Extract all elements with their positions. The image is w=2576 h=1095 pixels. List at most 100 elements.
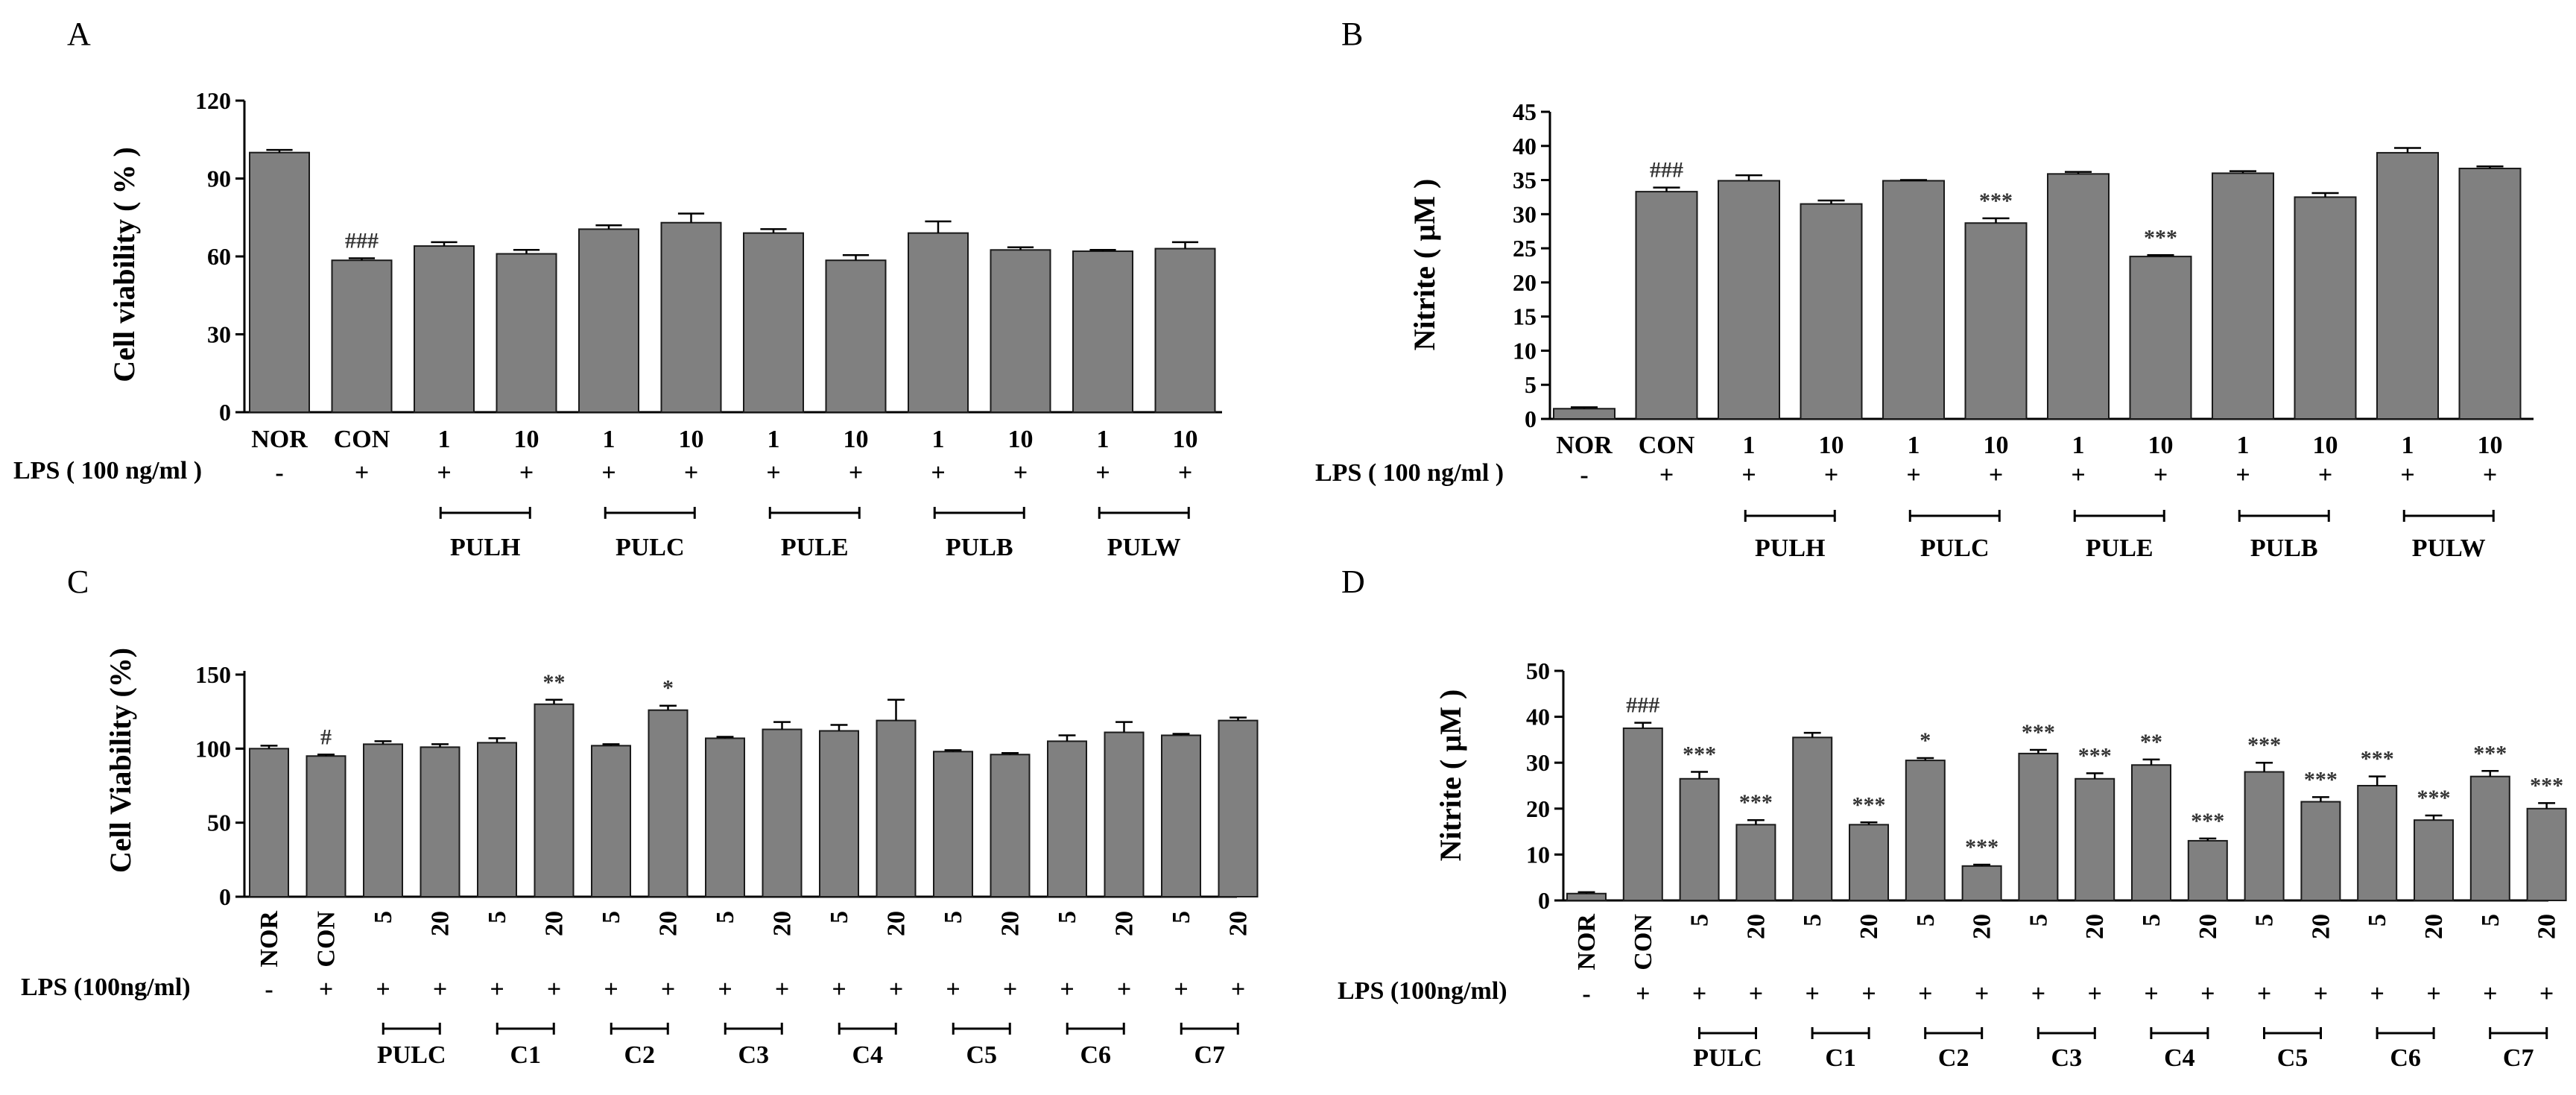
lps-sign: + [1060, 976, 1074, 1003]
panel-a-letter: A [67, 16, 91, 52]
significance-label: *** [2078, 743, 2112, 768]
bar [2294, 196, 2357, 420]
x-category-label: 5 [940, 911, 967, 924]
x-category-label: 20 [1225, 911, 1253, 936]
group-label: PULC [377, 1041, 446, 1069]
x-category-label: NOR [1556, 432, 1613, 459]
significance-label: ### [1650, 158, 1683, 183]
y-tick-label: 25 [1513, 235, 1537, 262]
x-category-label: 20 [2081, 914, 2109, 939]
significance-label: *** [1852, 792, 1886, 817]
bar [1622, 728, 1663, 901]
significance-label: *** [2144, 225, 2177, 250]
bar [2129, 256, 2192, 420]
lps-sign: + [1806, 980, 1820, 1008]
x-category-label: 20 [1111, 911, 1139, 936]
x-category-label: 5 [1686, 914, 1714, 927]
x-category-label: 10 [1819, 432, 1844, 459]
lps-sign: + [1003, 976, 1017, 1003]
lps-sign: + [490, 976, 504, 1003]
lps-sign: + [2483, 461, 2497, 489]
lps-sign: + [519, 459, 534, 487]
x-category-label: 20 [1855, 914, 1883, 939]
bar [825, 259, 887, 413]
y-tick-label: 50 [1526, 657, 1550, 684]
significance-label: *** [1965, 835, 1999, 859]
group-label: C2 [624, 1041, 655, 1069]
panel-d-groups: PULC C1 C2 C3 C4 C5 C6 C7 [1693, 1027, 2548, 1072]
significance-label: ### [1626, 693, 1659, 718]
significance-label: # [320, 725, 332, 749]
lps-sign: + [1975, 980, 1989, 1008]
panel-b-lps-label: LPS ( 100 ng/ml ) [1315, 459, 1504, 487]
bar [1566, 892, 1607, 902]
y-tick-label: 30 [207, 321, 231, 348]
group-label: C7 [2503, 1044, 2534, 1072]
x-category-label: 10 [844, 426, 869, 453]
significance-label: *** [2022, 720, 2055, 745]
lps-sign: + [1178, 459, 1192, 487]
lps-sign: + [1231, 976, 1245, 1003]
y-tick-label: 0 [219, 883, 231, 910]
bar [1800, 203, 1863, 420]
lps-sign: + [376, 976, 390, 1003]
y-tick-label: 10 [1526, 841, 1550, 868]
bar [2376, 151, 2439, 420]
x-category-label: 5 [598, 911, 625, 924]
panel-d-y-axis-label: Nitrite ( µM ) [1434, 689, 1467, 862]
group-label: PULC [1920, 534, 1990, 562]
bar [933, 751, 973, 897]
panel-a-bars: ### [249, 148, 1216, 414]
group-label: C5 [966, 1041, 997, 1069]
bar [1047, 740, 1087, 898]
bar [2526, 807, 2567, 902]
x-category-label: 1 [438, 426, 451, 453]
lps-sign: + [684, 459, 698, 487]
lps-sign: + [319, 976, 333, 1003]
bar [743, 232, 804, 413]
bar [1161, 734, 1201, 897]
y-tick-label: 0 [1525, 406, 1537, 432]
panel-b-x-labels: NOR CON 1 10 1 10 1 10 1 10 1 10 [1556, 432, 2502, 459]
lps-sign: + [1918, 980, 1932, 1008]
y-tick-label: 45 [1513, 98, 1537, 125]
lps-sign: + [2088, 980, 2102, 1008]
panel-a-y-ticks: 0 30 60 90 120 [195, 87, 244, 426]
panel-b-groups: PULH PULC PULE PULB PULW [1744, 510, 2495, 562]
bar [990, 754, 1031, 898]
x-category-label: NOR [256, 911, 283, 968]
panel-d-y-ticks: 0 10 20 30 40 50 [1526, 657, 1563, 914]
x-category-label: 5 [826, 911, 853, 924]
x-category-label: 10 [2478, 432, 2503, 459]
lps-sign: + [2426, 980, 2440, 1008]
x-category-label: 5 [712, 911, 739, 924]
bar [1218, 719, 1259, 897]
lps-sign: + [2031, 980, 2045, 1008]
bar [648, 709, 689, 897]
panel-d-letter: D [1341, 564, 1365, 600]
lps-sign: + [604, 976, 618, 1003]
lps-sign: + [2200, 980, 2215, 1008]
x-category-label: 1 [2402, 432, 2414, 459]
group-label: C2 [1938, 1044, 1969, 1072]
x-category-label: 1 [1743, 432, 1756, 459]
lps-sign: + [2539, 980, 2554, 1008]
group-label: PULE [2086, 534, 2153, 562]
lps-sign: + [946, 976, 960, 1003]
group-label: PULB [2250, 534, 2318, 562]
lps-sign: + [2483, 980, 2497, 1008]
x-category-label: 10 [679, 426, 704, 453]
significance-label: *** [2417, 786, 2451, 810]
y-tick-label: 150 [195, 661, 231, 688]
significance-label: *** [2361, 747, 2394, 771]
bar [2244, 771, 2285, 902]
x-category-label: 20 [1742, 914, 1770, 939]
group-label: C1 [1825, 1044, 1856, 1072]
bar [908, 232, 969, 413]
lps-sign: + [2257, 980, 2271, 1008]
bar [660, 221, 722, 414]
group-label: PULC [615, 534, 685, 561]
lps-sign: + [1906, 461, 1920, 489]
x-category-label: 5 [2138, 914, 2165, 927]
bar [2357, 785, 2398, 901]
